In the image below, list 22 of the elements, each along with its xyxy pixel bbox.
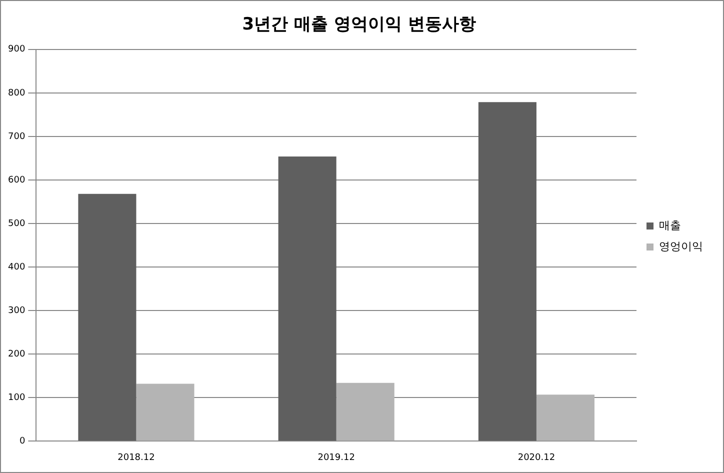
x-tick-label: 2020.12 <box>518 452 556 463</box>
y-tick-label: 300 <box>8 306 26 316</box>
y-tick-label: 0 <box>19 436 26 447</box>
y-tick-label: 500 <box>8 218 26 229</box>
legend-label: 매출 <box>659 218 681 232</box>
bar <box>78 194 136 441</box>
bar <box>336 382 394 441</box>
y-tick-label: 400 <box>8 262 26 272</box>
y-tick-label: 200 <box>8 349 26 360</box>
bar <box>278 156 336 441</box>
x-tick-label: 2019.12 <box>318 452 355 463</box>
x-tick-label: 2018.12 <box>118 452 155 463</box>
y-tick-label: 100 <box>8 393 26 404</box>
y-tick-label: 700 <box>8 132 26 142</box>
bar <box>536 394 594 441</box>
bar <box>478 102 536 441</box>
bar <box>136 384 194 441</box>
legend-label: 영엉이익 <box>659 240 703 253</box>
chart-title: 3년간 매출 영억이익 변동사항 <box>242 14 476 35</box>
y-tick-label: 600 <box>8 175 26 186</box>
y-tick-label: 800 <box>8 88 26 98</box>
y-tick-label: 900 <box>8 44 26 55</box>
